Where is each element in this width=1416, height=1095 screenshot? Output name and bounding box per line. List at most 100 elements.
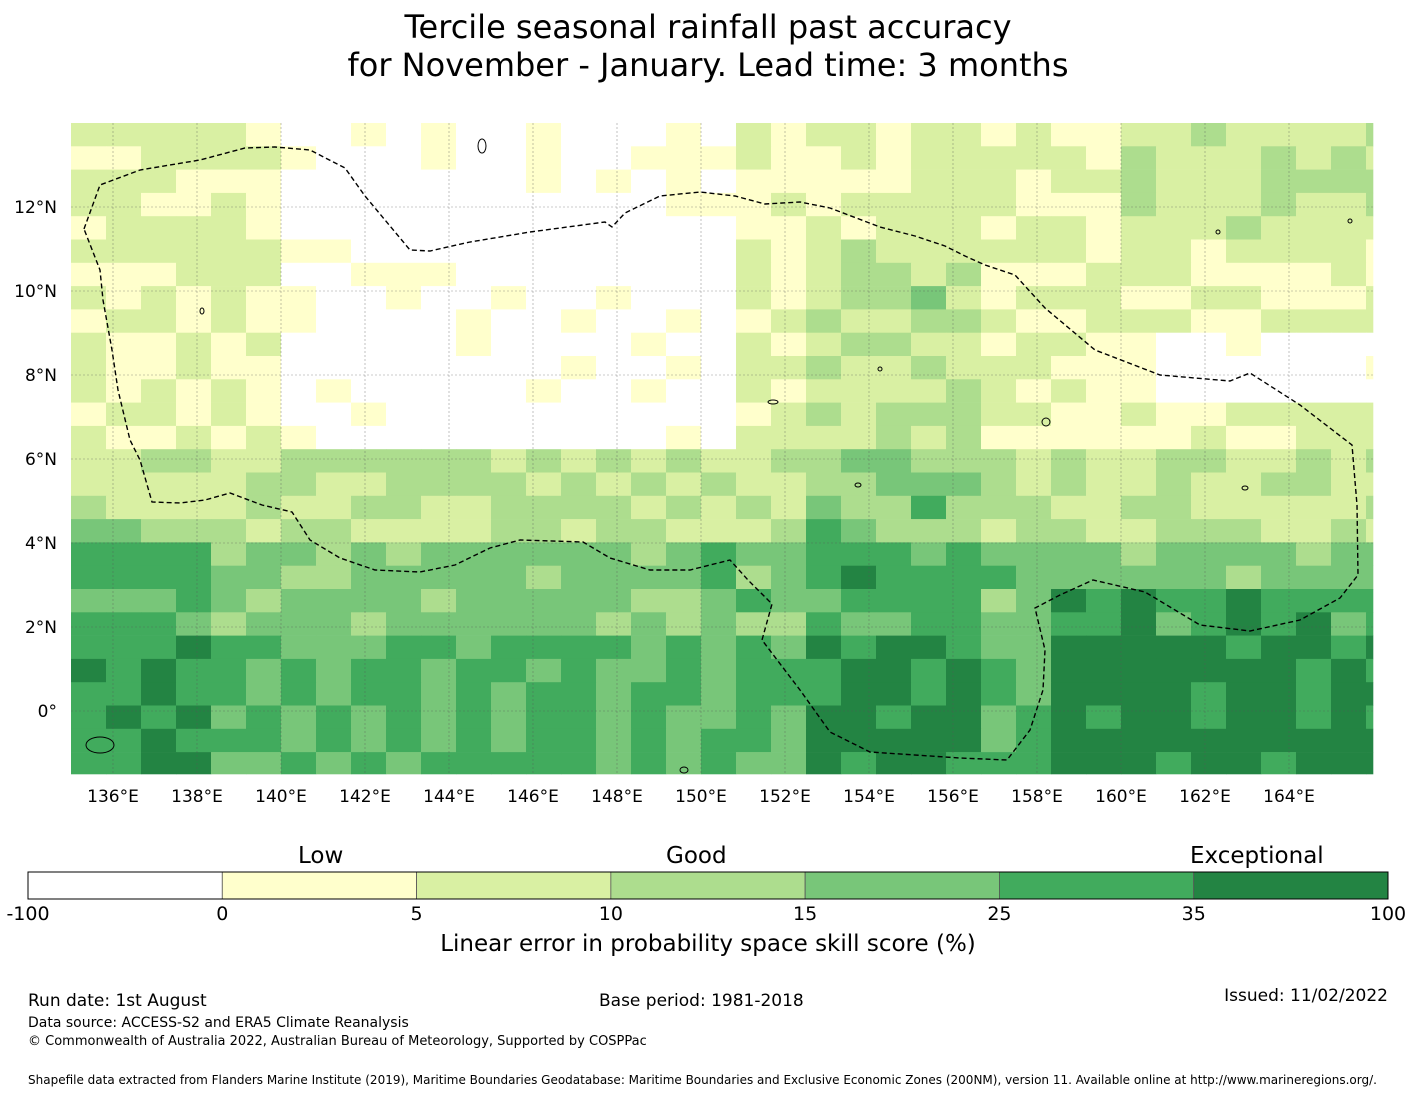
grid-cell	[911, 332, 947, 357]
grid-cell	[596, 449, 632, 473]
grid-cell	[491, 146, 527, 170]
grid-cell	[631, 682, 667, 706]
grid-cell	[1261, 495, 1297, 520]
grid-cell	[666, 332, 702, 357]
longitude-tick-label: 152°E	[759, 787, 811, 807]
grid-cell	[106, 379, 142, 403]
grid-cell	[631, 705, 667, 730]
grid-cell	[946, 262, 982, 287]
grid-cell	[1296, 589, 1332, 613]
grid-cell	[1156, 495, 1192, 520]
grid-cell	[316, 705, 352, 730]
grid-cell	[1226, 495, 1262, 520]
grid-cell	[281, 425, 317, 450]
grid-cell	[386, 589, 422, 613]
grid-cell	[1191, 146, 1227, 170]
grid-cell	[1156, 565, 1192, 590]
grid-cell	[246, 309, 282, 333]
grid-cell	[1121, 728, 1157, 753]
grid-cell	[1016, 262, 1052, 287]
grid-cell	[491, 589, 527, 613]
grid-cell	[1191, 635, 1227, 660]
grid-cell	[141, 425, 177, 450]
grid-cell	[491, 262, 527, 287]
grid-cell	[316, 565, 352, 590]
grid-cell	[141, 286, 177, 310]
grid-cell	[771, 565, 807, 590]
grid-cell	[981, 309, 1017, 333]
grid-cell	[841, 728, 877, 753]
grid-cell	[1086, 705, 1122, 730]
grid-cell	[1191, 519, 1227, 543]
grid-cell	[1226, 589, 1262, 613]
grid-cell	[876, 216, 912, 240]
grid-cell	[596, 239, 632, 264]
grid-cell	[1296, 239, 1332, 264]
grid-cell	[1191, 286, 1227, 310]
grid-cell	[246, 216, 282, 240]
grid-cell	[316, 542, 352, 566]
grid-cell	[316, 239, 352, 264]
grid-cell	[491, 612, 527, 636]
grid-cell	[771, 402, 807, 427]
grid-cell	[806, 146, 842, 170]
grid-cell	[1366, 239, 1374, 264]
grid-cell	[211, 589, 247, 613]
grid-cell	[771, 495, 807, 520]
grid-cell	[946, 658, 982, 683]
grid-cell	[771, 752, 807, 775]
grid-cell	[281, 379, 317, 403]
grid-cell	[701, 169, 737, 194]
grid-cell	[1261, 635, 1297, 660]
grid-cell	[911, 635, 947, 660]
grid-cell	[386, 472, 422, 497]
grid-cell	[106, 565, 142, 590]
grid-cell	[176, 589, 212, 613]
grid-cell	[1226, 635, 1262, 660]
grid-cell	[876, 542, 912, 566]
grid-cell	[981, 519, 1017, 543]
grid-cell	[806, 495, 842, 520]
grid-cell	[841, 192, 877, 217]
grid-cell	[701, 402, 737, 427]
grid-cell	[71, 542, 107, 566]
island-coastlines	[85, 138, 1353, 774]
grid-cell	[526, 262, 562, 287]
grid-cell	[1121, 169, 1157, 194]
grid-cell	[876, 658, 912, 683]
data-source: Data source: ACCESS-S2 and ERA5 Climate …	[28, 1015, 409, 1031]
grid-cell	[946, 635, 982, 660]
grid-cell	[1261, 262, 1297, 287]
grid-cell	[771, 192, 807, 217]
grid-cell	[141, 239, 177, 264]
grid-cell	[1086, 356, 1122, 380]
grid-cell	[1156, 146, 1192, 170]
grid-cell	[806, 379, 842, 403]
longitude-tick-label: 160°E	[1095, 787, 1147, 807]
grid-cell	[876, 472, 912, 497]
grid-cell	[1086, 239, 1122, 264]
grid-cell	[421, 402, 457, 427]
grid-cell	[1331, 356, 1367, 380]
grid-cell	[246, 192, 282, 217]
grid-cell	[176, 752, 212, 775]
grid-cell	[596, 169, 632, 194]
grid-cell	[701, 705, 737, 730]
grid-cell	[596, 123, 632, 147]
grid-cell	[806, 472, 842, 497]
grid-cell	[806, 169, 842, 194]
grid-cell	[1331, 146, 1367, 170]
grid-cell	[1016, 309, 1052, 333]
grid-cell	[701, 425, 737, 450]
grid-cell	[281, 682, 317, 706]
grid-cell	[246, 565, 282, 590]
grid-cell	[1191, 542, 1227, 566]
grid-cell	[771, 658, 807, 683]
longitude-tick-label: 150°E	[675, 787, 727, 807]
grid-cell	[351, 169, 387, 194]
grid-cell	[841, 262, 877, 287]
grid-cell	[526, 216, 562, 240]
grid-cell	[316, 192, 352, 217]
grid-cell	[1086, 425, 1122, 450]
grid-cell	[1121, 705, 1157, 730]
